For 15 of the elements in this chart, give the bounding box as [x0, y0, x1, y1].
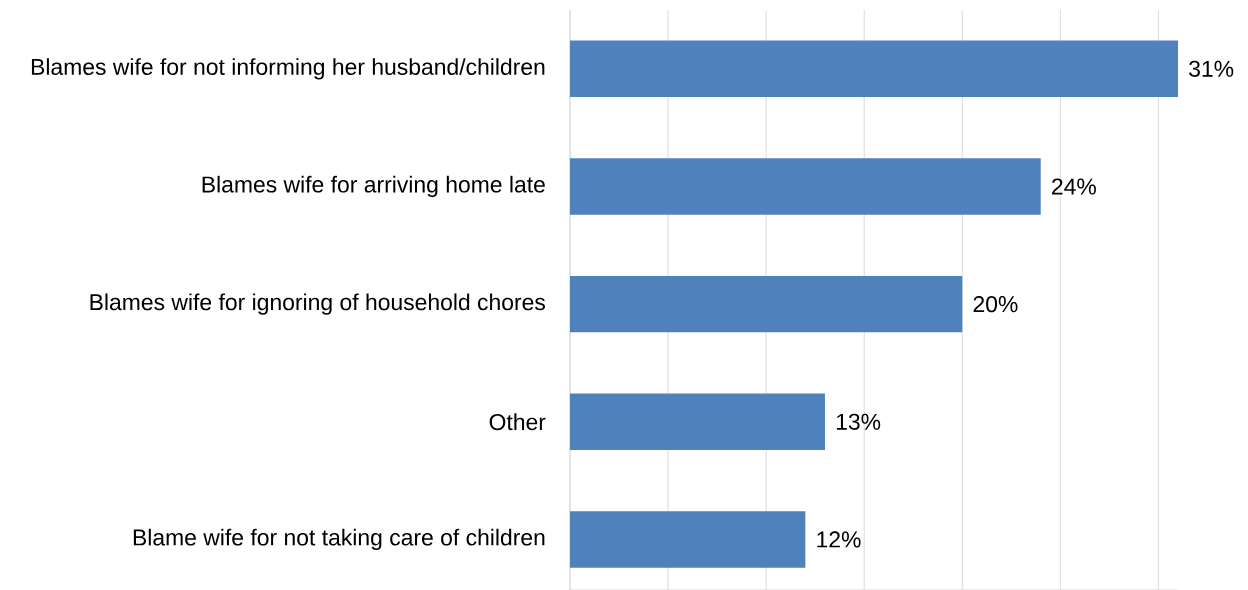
data-label: 12%: [817, 531, 861, 548]
bar: [570, 40, 1179, 98]
bar: [570, 393, 825, 451]
y-tick-label: Blames wife for ignoring of household chores: [90, 293, 545, 315]
bar: [570, 158, 1041, 215]
y-tick-label: Blames wife for arriving home late: [202, 175, 545, 198]
data-label: 24%: [1052, 178, 1096, 195]
y-tick-label: Other: [489, 413, 546, 431]
data-label: 13%: [836, 413, 881, 430]
y-tick-label: Blames wife for not informing her husband/children: [31, 58, 545, 80]
data-label: 31%: [1189, 60, 1234, 77]
y-tick-label: Blame wife for not taking care of children: [133, 528, 545, 551]
bar: [570, 275, 963, 333]
bar: [570, 511, 806, 568]
data-label: 20%: [973, 296, 1018, 313]
